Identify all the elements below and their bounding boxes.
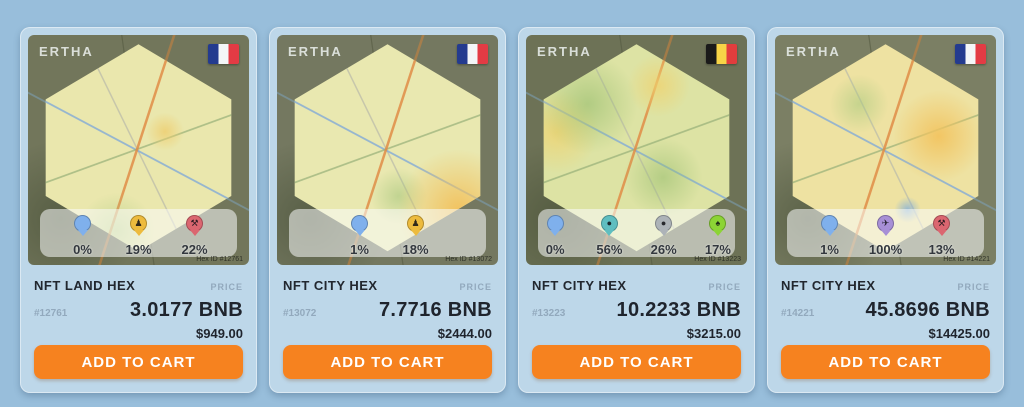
hex-id-watermark: Hex ID #13072 xyxy=(445,256,492,263)
water-pin-icon xyxy=(546,215,564,232)
card-info: NFT CITY HEX PRICE #13223 10.2233 BNB $3… xyxy=(518,265,755,343)
ertha-logo: ERTHA xyxy=(39,44,94,59)
resource-stat: 1% xyxy=(812,215,848,257)
hex-map-preview: ERTHA 0% ● 56% ● 26% ♠ 17% xyxy=(526,35,747,265)
resource-stat: ⚒ 22% xyxy=(177,215,213,257)
resource-stats-bar: 0% ♟ 19% ⚒ 22% xyxy=(40,209,237,257)
resource-stat: ♟ 19% xyxy=(121,215,157,257)
price-usd: $3215.00 xyxy=(686,326,741,341)
stat-percent: 26% xyxy=(650,242,677,257)
card-info: NFT LAND HEX PRICE #12761 3.0177 BNB $94… xyxy=(20,265,257,343)
stat-percent: 1% xyxy=(350,242,369,257)
hex-id-watermark: Hex ID #13223 xyxy=(694,256,741,263)
resource-stat: 1% xyxy=(342,215,378,257)
resource-stats-bar: 1% ✈ 100% ⚒ 13% xyxy=(787,209,984,257)
nft-id: #13072 xyxy=(283,308,317,319)
resource-stat: 0% xyxy=(65,215,101,257)
hex-map-preview: ERTHA 1% ✈ 100% ⚒ 13% Hex ID #14221 xyxy=(775,35,996,265)
card-info: NFT CITY HEX PRICE #14221 45.8696 BNB $1… xyxy=(767,265,1004,343)
stat-percent: 1% xyxy=(820,242,839,257)
resource-stat: ✈ 100% xyxy=(868,215,904,257)
price-label: PRICE xyxy=(957,282,990,292)
nft-card: ERTHA 0% ♟ 19% ⚒ 22% Hex ID #12761 xyxy=(20,27,257,393)
industry-pin-icon: ♟ xyxy=(407,215,424,232)
resource-stat: ● 56% xyxy=(592,215,626,257)
nft-id: #14221 xyxy=(781,308,815,319)
stat-percent: 0% xyxy=(545,242,565,257)
ertha-logo: ERTHA xyxy=(537,44,592,59)
nft-id: #13223 xyxy=(532,308,566,319)
price-bnb: 10.2233 BNB xyxy=(616,299,741,321)
nft-title: NFT CITY HEX xyxy=(532,278,627,293)
stat-percent: 100% xyxy=(868,242,903,257)
airport-pin-icon: ✈ xyxy=(877,215,894,232)
factory-pin-icon: ⚒ xyxy=(933,215,950,232)
resource-stats-bar: 1% ♟ 18% xyxy=(289,209,486,257)
price-bnb: 3.0177 BNB xyxy=(129,299,243,321)
nft-card: ERTHA 1% ♟ 18% Hex ID #13072 NFT CITY HE… xyxy=(269,27,506,393)
resource-stats-bar: 0% ● 56% ● 26% ♠ 17% xyxy=(538,209,735,257)
resource-stat: ● 26% xyxy=(647,215,681,257)
resource-stat: ⚒ 13% xyxy=(924,215,960,257)
add-to-cart-button[interactable]: ADD TO CART xyxy=(781,345,990,379)
price-usd: $14425.00 xyxy=(928,326,990,341)
hex-id-watermark: Hex ID #14221 xyxy=(943,256,990,263)
resource-stat: ♟ 18% xyxy=(398,215,434,257)
nft-title: NFT CITY HEX xyxy=(781,278,876,293)
nft-title: NFT CITY HEX xyxy=(283,278,378,293)
price-bnb: 7.7716 BNB xyxy=(378,299,492,321)
nft-card: ERTHA 0% ● 56% ● 26% ♠ 17% xyxy=(518,27,755,393)
price-label: PRICE xyxy=(459,282,492,292)
stat-percent: 56% xyxy=(596,242,623,257)
factory-pin-icon: ⚒ xyxy=(186,215,203,232)
water-pin-icon xyxy=(351,215,368,232)
price-bnb: 45.8696 BNB xyxy=(865,299,990,321)
stat-percent: 18% xyxy=(402,242,429,257)
stat-percent: 19% xyxy=(125,242,152,257)
add-to-cart-button[interactable]: ADD TO CART xyxy=(34,345,243,379)
nft-id: #12761 xyxy=(34,308,68,319)
price-usd: $2444.00 xyxy=(437,326,492,341)
hex-id-watermark: Hex ID #12761 xyxy=(196,256,243,263)
france-flag-icon xyxy=(208,44,239,64)
ertha-logo: ERTHA xyxy=(786,44,841,59)
belgium-flag-icon xyxy=(706,44,737,64)
card-info: NFT CITY HEX PRICE #13072 7.7716 BNB $24… xyxy=(269,265,506,343)
france-flag-icon xyxy=(457,44,488,64)
forest-pin-icon: ♠ xyxy=(709,215,727,232)
stat-percent: 0% xyxy=(73,242,92,257)
add-to-cart-button[interactable]: ADD TO CART xyxy=(532,345,741,379)
nft-title: NFT LAND HEX xyxy=(34,278,136,293)
resource-stat: 0% xyxy=(538,215,572,257)
france-flag-icon xyxy=(955,44,986,64)
water-pin-icon xyxy=(821,215,838,232)
water-pin-icon xyxy=(74,215,91,232)
metal-pin-icon: ● xyxy=(655,215,673,232)
stat-percent: 22% xyxy=(181,242,208,257)
add-to-cart-button[interactable]: ADD TO CART xyxy=(283,345,492,379)
price-label: PRICE xyxy=(708,282,741,292)
ore-pin-icon: ● xyxy=(600,215,618,232)
resource-stat: ♠ 17% xyxy=(701,215,735,257)
stat-percent: 17% xyxy=(704,242,731,257)
nft-card: ERTHA 1% ✈ 100% ⚒ 13% Hex ID #14221 xyxy=(767,27,1004,393)
industry-pin-icon: ♟ xyxy=(130,215,147,232)
hex-map-preview: ERTHA 0% ♟ 19% ⚒ 22% Hex ID #12761 xyxy=(28,35,249,265)
hex-map-preview: ERTHA 1% ♟ 18% Hex ID #13072 xyxy=(277,35,498,265)
price-label: PRICE xyxy=(210,282,243,292)
price-usd: $949.00 xyxy=(196,326,243,341)
ertha-logo: ERTHA xyxy=(288,44,343,59)
stat-percent: 13% xyxy=(928,242,955,257)
